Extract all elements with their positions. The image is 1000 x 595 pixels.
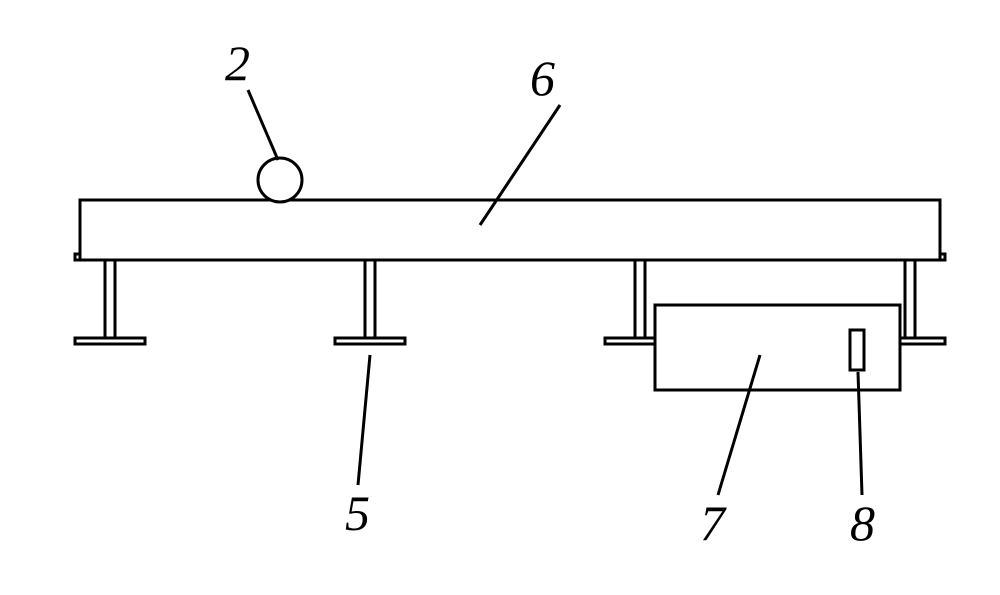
label-7: 7 bbox=[700, 495, 727, 551]
ibeam-web bbox=[105, 260, 115, 338]
label-5: 5 bbox=[345, 485, 370, 541]
roller-2 bbox=[258, 158, 302, 202]
ibeam-web bbox=[905, 260, 915, 338]
leader-2 bbox=[248, 90, 278, 160]
label-2: 2 bbox=[225, 35, 250, 91]
ibeam-web bbox=[365, 260, 375, 338]
slot-8 bbox=[850, 330, 864, 370]
label-6: 6 bbox=[530, 50, 555, 106]
leader-5 bbox=[358, 355, 370, 485]
ibeam-bottom-flange bbox=[75, 338, 145, 344]
ibeam-bottom-flange bbox=[335, 338, 405, 344]
beam-6 bbox=[80, 200, 940, 260]
ibeam-web bbox=[635, 260, 645, 338]
label-8: 8 bbox=[850, 495, 875, 551]
